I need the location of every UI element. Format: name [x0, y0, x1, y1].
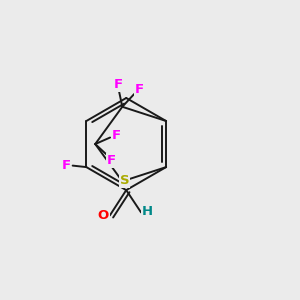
Text: S: S: [120, 174, 130, 187]
Text: F: F: [112, 129, 121, 142]
Text: F: F: [114, 78, 123, 91]
Text: F: F: [135, 83, 144, 96]
Text: F: F: [61, 159, 71, 172]
Text: H: H: [142, 205, 153, 218]
Text: O: O: [98, 209, 109, 222]
Text: F: F: [107, 154, 116, 167]
